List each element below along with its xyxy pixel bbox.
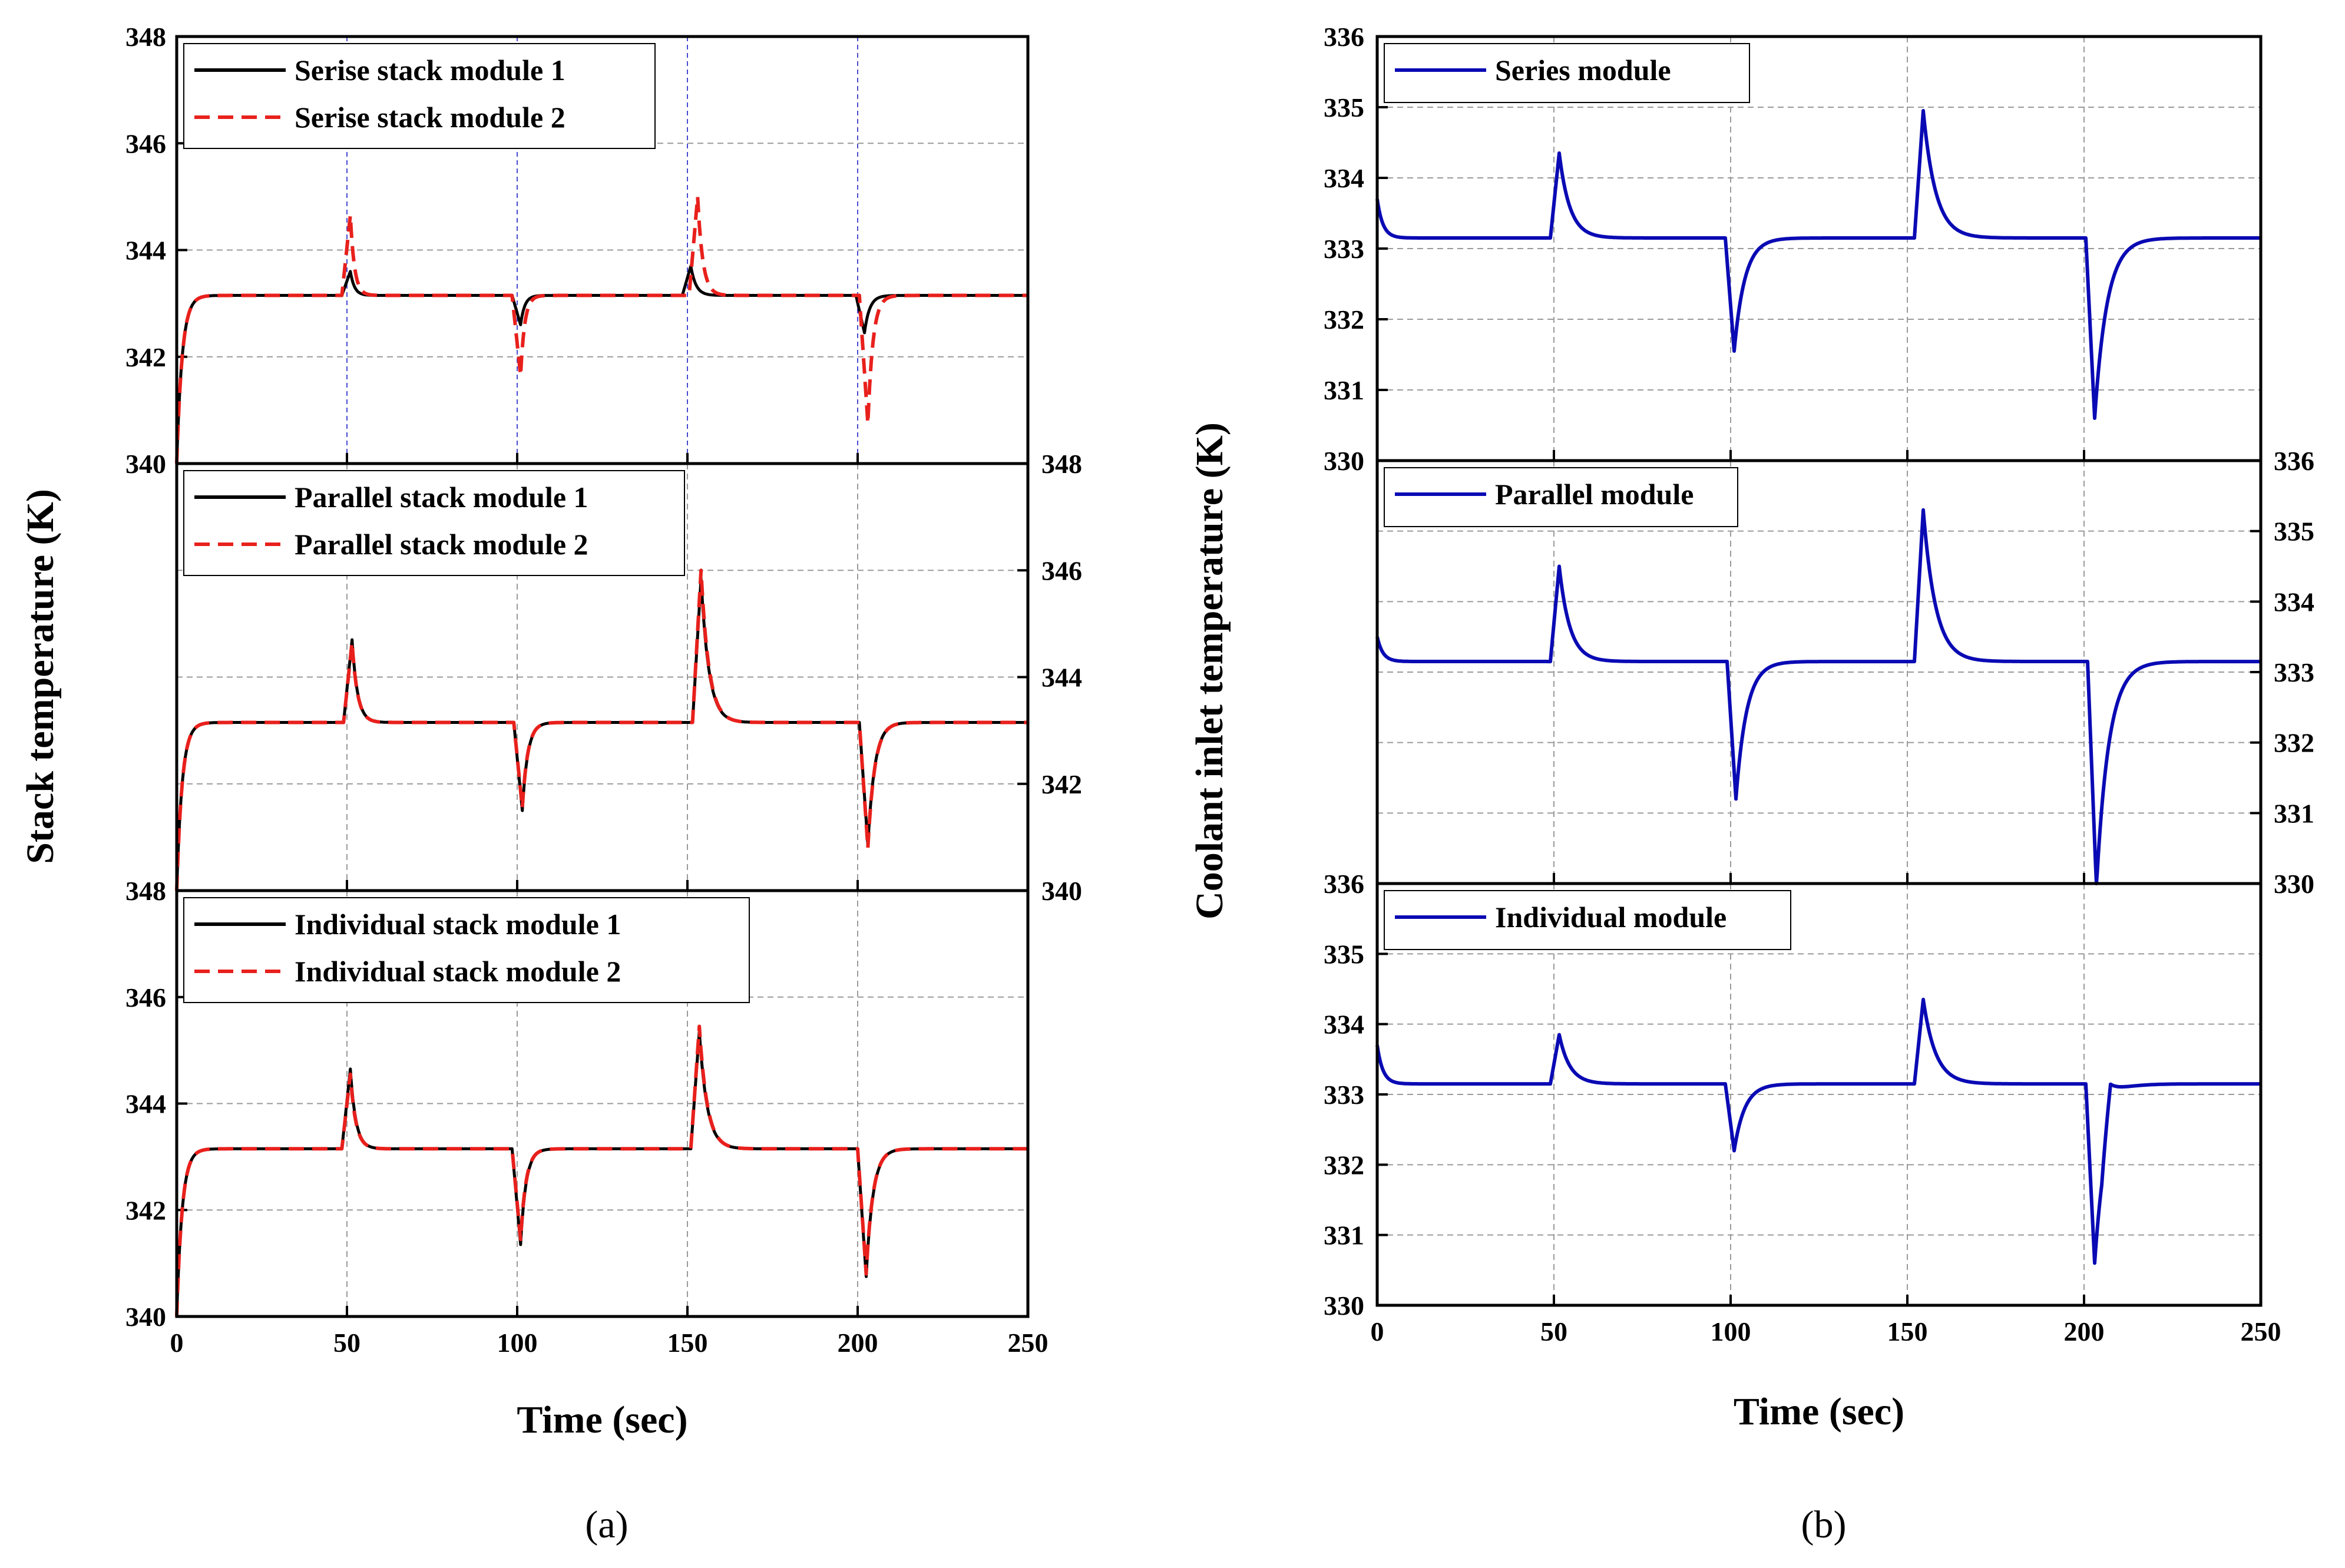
y-tick-label: 342: [125, 1195, 166, 1225]
x-tick-label: 200: [838, 1328, 878, 1358]
series-line-1: [175, 1030, 1029, 1317]
y-tick-label: 330: [2274, 869, 2314, 899]
y-tick-label: 340: [1041, 876, 1082, 906]
y-tick-label: 348: [125, 876, 166, 906]
series-line-2: [175, 194, 1029, 464]
y-tick-label: 344: [1041, 663, 1082, 693]
legend: Individual module: [1384, 890, 1791, 950]
y-tick-label: 346: [125, 983, 166, 1013]
panel-individual: 340 342 344 346 348 Individual stack module 1…: [125, 876, 1030, 1332]
y-tick-label: 335: [1324, 939, 1364, 969]
x-tick-label: 150: [1887, 1316, 1928, 1347]
y-tick-label: 334: [1324, 163, 1364, 193]
legend-box: [183, 470, 685, 576]
x-tick-label: 0: [1371, 1316, 1384, 1347]
x-tick-label: 0: [170, 1328, 184, 1358]
y-tick-label: 331: [1324, 375, 1364, 405]
series-line-1: [1375, 508, 2262, 885]
y-axis-label: Stack temperature (K): [19, 489, 62, 864]
legend-box: [1384, 890, 1791, 950]
legend-label: Parallel module: [1495, 478, 1694, 511]
x-tick-label: 100: [1711, 1316, 1751, 1347]
legend-label: Parallel stack module 1: [295, 481, 588, 514]
y-tick-label: 344: [125, 1089, 166, 1119]
y-tick-label: 333: [1324, 234, 1364, 264]
y-tick-label: 333: [1324, 1080, 1364, 1110]
y-tick-label: 332: [1324, 1150, 1364, 1180]
y-tick-label: 330: [1324, 1291, 1364, 1321]
legend: Parallel module: [1384, 467, 1738, 527]
y-tick-label: 346: [1041, 555, 1082, 585]
x-tick-label: 50: [1540, 1316, 1567, 1347]
caption-b: (b): [1801, 1503, 1847, 1546]
legend-label: Individual stack module 2: [295, 955, 621, 988]
x-axis-label: Time (sec): [517, 1398, 687, 1441]
x-tick-label: 100: [497, 1328, 538, 1358]
caption-a: (a): [585, 1503, 628, 1546]
y-tick-label: 335: [2274, 517, 2314, 547]
legend: Series module: [1384, 43, 1750, 103]
y-tick-label: 344: [125, 236, 166, 266]
legend-label: Serise stack module 1: [295, 54, 565, 87]
y-tick-label: 332: [2274, 728, 2314, 758]
panel-individual: 330 331 332 333 334 335 336 Individual module: [1324, 869, 2263, 1321]
panel-parallel: 330 331 332 333 334 335 336 Parallel module: [1375, 446, 2314, 899]
x-axis-label: Time (sec): [1734, 1390, 1904, 1433]
legend-label: Series module: [1495, 54, 1671, 87]
y-tick-label: 336: [2274, 446, 2314, 476]
series-line-2: [175, 1024, 1029, 1317]
legend-box: [183, 43, 656, 149]
panel-series: 330 331 332 333 334 335 336 Series module: [1324, 22, 2263, 476]
legend-box: [1384, 43, 1750, 103]
series-line-2: [175, 568, 1029, 891]
series-line-1: [1375, 109, 2262, 420]
x-tick-label: 150: [667, 1328, 708, 1358]
y-tick-label: 342: [125, 342, 166, 372]
y-tick-label: 335: [1324, 92, 1364, 123]
x-tick-label: 200: [2064, 1316, 2105, 1347]
chart-b-coolant-inlet-temperature: 330 331 332 333 334 335 336 Series module 330 331…: [1188, 22, 2314, 1433]
x-tick-label: 250: [1008, 1328, 1049, 1358]
y-tick-label: 331: [2274, 798, 2314, 828]
y-tick-label: 346: [125, 128, 166, 158]
y-tick-label: 336: [1324, 869, 1364, 899]
legend: Individual stack module 1 Individual stac…: [183, 897, 750, 1003]
panel-frame: [1375, 882, 2263, 1307]
x-tick-label: 250: [2241, 1316, 2281, 1347]
y-axis-label: Coolant inlet temperature (K): [1188, 422, 1231, 919]
y-tick-label: 330: [1324, 446, 1364, 476]
legend-box: [1384, 467, 1738, 527]
series-line-1: [1375, 997, 2262, 1265]
legend: Parallel stack module 1 Parallel stack mo…: [183, 470, 685, 576]
panel-frame: [175, 889, 1030, 1318]
y-tick-label: 333: [2274, 657, 2314, 687]
y-tick-label: 334: [2274, 587, 2314, 617]
y-tick-label: 331: [1324, 1220, 1364, 1251]
legend-label: Serise stack module 2: [295, 101, 565, 134]
legend-box: [183, 897, 750, 1003]
y-tick-label: 332: [1324, 305, 1364, 335]
series-line-1: [175, 577, 1029, 891]
legend-label: Parallel stack module 2: [295, 528, 588, 561]
legend: Serise stack module 1 Serise stack module…: [183, 43, 656, 149]
legend-label: Individual stack module 1: [295, 908, 621, 941]
legend-label: Individual module: [1495, 901, 1726, 934]
y-tick-label: 340: [125, 1302, 166, 1332]
x-tick-label: 50: [333, 1328, 360, 1358]
y-tick-label: 334: [1324, 1010, 1364, 1040]
y-tick-label: 348: [125, 22, 166, 52]
y-tick-label: 342: [1041, 769, 1082, 799]
y-tick-label: 348: [1041, 449, 1082, 479]
y-tick-label: 336: [1324, 22, 1364, 52]
y-tick-label: 340: [125, 449, 166, 479]
